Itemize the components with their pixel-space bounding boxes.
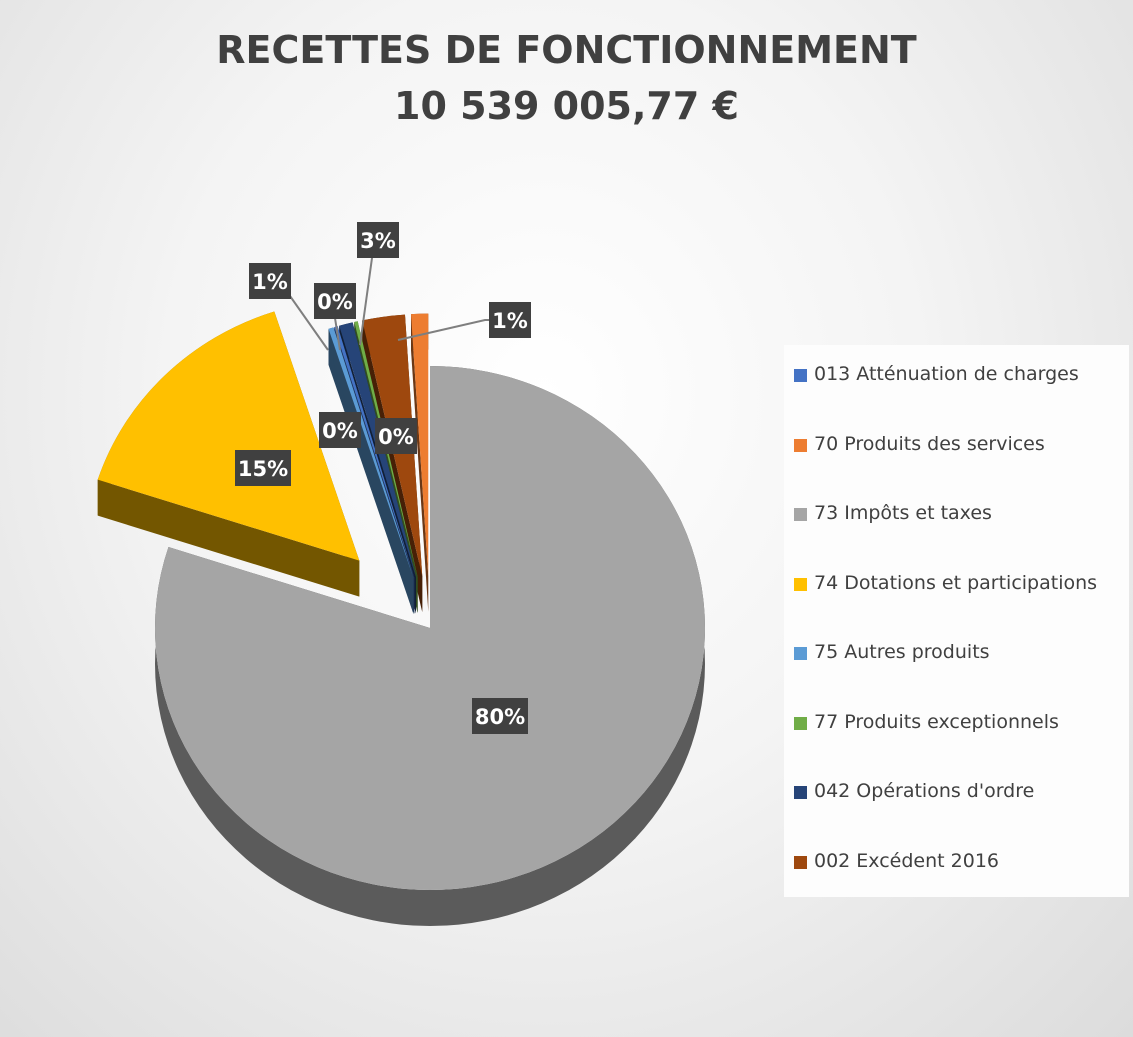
- data-label-box-042-operations-d-ordre: [249, 263, 291, 299]
- data-label-box-73-impots-et-taxes: [472, 698, 528, 734]
- legend-swatch: [794, 855, 807, 869]
- data-label-box-002-excedent-2016: [357, 222, 399, 258]
- legend-swatch: [794, 438, 807, 452]
- slice-013-attenuation-de-charges: [334, 326, 415, 578]
- legend-label: 73 Impôts et taxes: [814, 502, 992, 524]
- slice-wall-74-dotations-et-participations: [97, 479, 360, 597]
- legend-label: 013 Atténuation de charges: [814, 363, 1079, 385]
- data-label-002-excedent-2016: 3%: [360, 229, 396, 253]
- legend-item-013-attenuation-de-charges: 013 Atténuation de charges: [794, 363, 1129, 433]
- legend: 013 Atténuation de charges 70 Produits de…: [784, 345, 1129, 897]
- data-label-75-autres-produits: 0%: [378, 425, 414, 449]
- legend-item-77-produits-exceptionnels: 77 Produits exceptionnels: [794, 711, 1129, 781]
- chart-title: RECETTES DE FONCTIONNEMENT: [216, 28, 917, 72]
- data-labels: 80% 15% 0% 0% 1% 0% 3% 1%: [235, 222, 531, 734]
- legend-item-74-dotations-et-participations: 74 Dotations et participations: [794, 572, 1129, 642]
- legend-item-002-excedent-2016: 002 Excédent 2016: [794, 850, 1129, 920]
- legend-swatch: [794, 716, 807, 730]
- data-label-box-70-produits-des-services: [489, 302, 531, 338]
- data-label-73-impots-et-taxes: 80%: [475, 705, 525, 729]
- data-label-box-74-dotations-et-participations: [235, 450, 291, 486]
- data-label-70-produits-des-services: 1%: [492, 309, 528, 333]
- slice-wall-70-produits-des-services: [411, 314, 429, 612]
- data-label-042-operations-d-ordre: 1%: [252, 270, 288, 294]
- legend-label: 70 Produits des services: [814, 432, 1045, 455]
- slice-74-dotations-et-participations: [97, 311, 360, 561]
- legend-item-75-autres-produits: 75 Autres produits: [794, 641, 1129, 711]
- legend-item-73-impots-et-taxes: 73 Impôts et taxes: [794, 502, 1129, 572]
- data-label-77-produits-exceptionnels: 0%: [317, 290, 353, 314]
- legend-item-042-operations-d-ordre: 042 Opérations d'ordre: [794, 780, 1129, 850]
- legend-label: 74 Dotations et participations: [814, 571, 1098, 594]
- legend-swatch: [794, 786, 807, 799]
- data-label-74-dotations-et-participations: 15%: [238, 457, 288, 481]
- legend-label: 77 Produits exceptionnels: [814, 710, 1059, 733]
- legend-swatch: [794, 577, 807, 591]
- slice-73-impots-et-taxes: [154, 366, 706, 890]
- data-label-box-77-produits-exceptionnels: [314, 283, 356, 319]
- pie-tops: [97, 311, 706, 890]
- chart-title-block: RECETTES DE FONCTIONNEMENT 10 539 005,77…: [0, 22, 1133, 134]
- data-label-box-013-attenuation-de-charges: [319, 412, 361, 448]
- chart-subtitle: 10 539 005,77 €: [394, 84, 739, 128]
- slice-75-autres-produits: [328, 327, 414, 579]
- legend-swatch: [794, 647, 807, 660]
- legend-label: 002 Excédent 2016: [814, 849, 999, 872]
- legend-item-70-produits-des-services: 70 Produits des services: [794, 433, 1129, 503]
- data-label-013-attenuation-de-charges: 0%: [322, 419, 358, 443]
- legend-label: 042 Opérations d'ordre: [814, 780, 1035, 802]
- legend-swatch: [794, 508, 807, 521]
- data-label-box-75-autres-produits: [375, 418, 417, 454]
- legend-swatch: [794, 369, 807, 382]
- slice-70-produits-des-services: [411, 313, 429, 576]
- legend-label: 75 Autres produits: [814, 641, 990, 663]
